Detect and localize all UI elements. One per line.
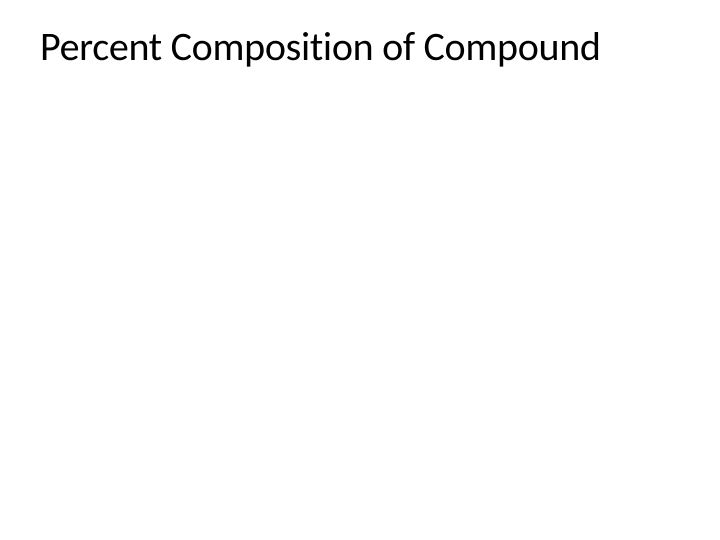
slide-title: Percent Composition of Compound — [40, 22, 680, 71]
slide-container: Percent Composition of Compound — [0, 0, 720, 540]
